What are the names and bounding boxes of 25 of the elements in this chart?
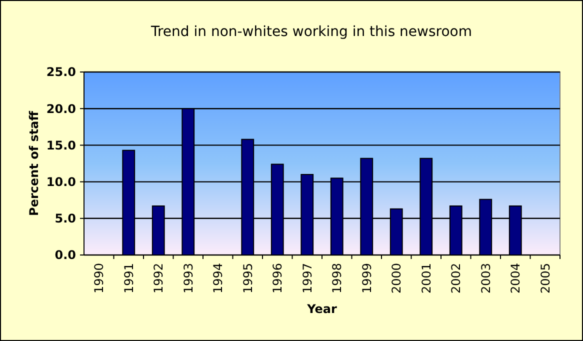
x-tick-label: 1992 [152, 263, 166, 294]
x-tick-label: 2003 [478, 263, 493, 294]
x-tick-label: 1994 [211, 263, 226, 294]
x-tick-label: 2005 [538, 263, 552, 294]
chart-title: Trend in non-whites working in this newsroom [150, 24, 472, 40]
y-tick-label: 25.0 [46, 65, 76, 80]
y-tick-label: 0.0 [54, 248, 76, 262]
x-tick-label: 1998 [330, 263, 344, 294]
y-tick-label: 10.0 [46, 175, 76, 189]
y-tick-label: 15.0 [46, 138, 76, 152]
x-tick-label: 1990 [92, 263, 106, 294]
y-tick-label: 5.0 [54, 212, 76, 226]
y-axis-title: Percent of staff [27, 110, 41, 216]
x-tick-label: 2001 [419, 263, 434, 294]
x-tick-label: 2004 [508, 263, 523, 294]
x-tick-label: 1991 [122, 263, 136, 294]
x-axis-title: Year [306, 302, 337, 316]
x-tick-label: 2002 [449, 263, 464, 294]
x-tick-label: 1999 [360, 263, 374, 294]
x-tick-label: 1995 [240, 263, 255, 294]
y-tick-label: 20.0 [46, 102, 76, 116]
x-tick-label: 1997 [300, 263, 314, 294]
x-tick-label: 1996 [270, 263, 285, 294]
x-tick-label: 2000 [390, 263, 404, 294]
x-tick-label: 1993 [181, 263, 196, 294]
